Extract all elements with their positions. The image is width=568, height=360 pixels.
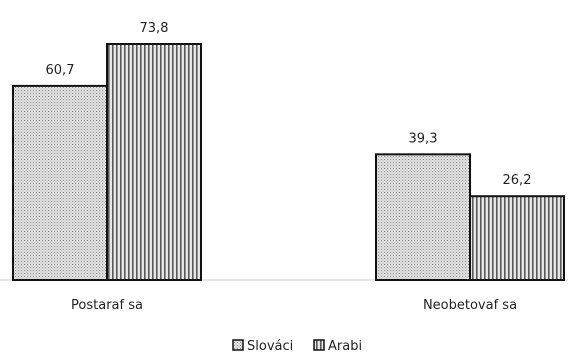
legend: Slováci Arabi <box>233 339 362 354</box>
legend-swatch-0 <box>233 340 243 350</box>
category-label-1: Neobetovaf sa <box>423 298 517 313</box>
legend-label-0: Slováci <box>247 339 293 354</box>
data-label-1-1: 26,2 <box>503 173 532 188</box>
category-label-0: Postaraf sa <box>71 298 143 313</box>
bar-0-0 <box>13 86 107 280</box>
bar-1-0 <box>107 44 201 280</box>
legend-label-1: Arabi <box>328 339 362 354</box>
legend-swatch-1 <box>314 340 324 350</box>
data-label-0-0: 60,7 <box>46 63 75 78</box>
data-label-0-1: 39,3 <box>409 131 438 146</box>
bar-1-1 <box>470 196 564 280</box>
bar-0-1 <box>376 154 470 280</box>
data-label-1-0: 73,8 <box>140 21 169 36</box>
